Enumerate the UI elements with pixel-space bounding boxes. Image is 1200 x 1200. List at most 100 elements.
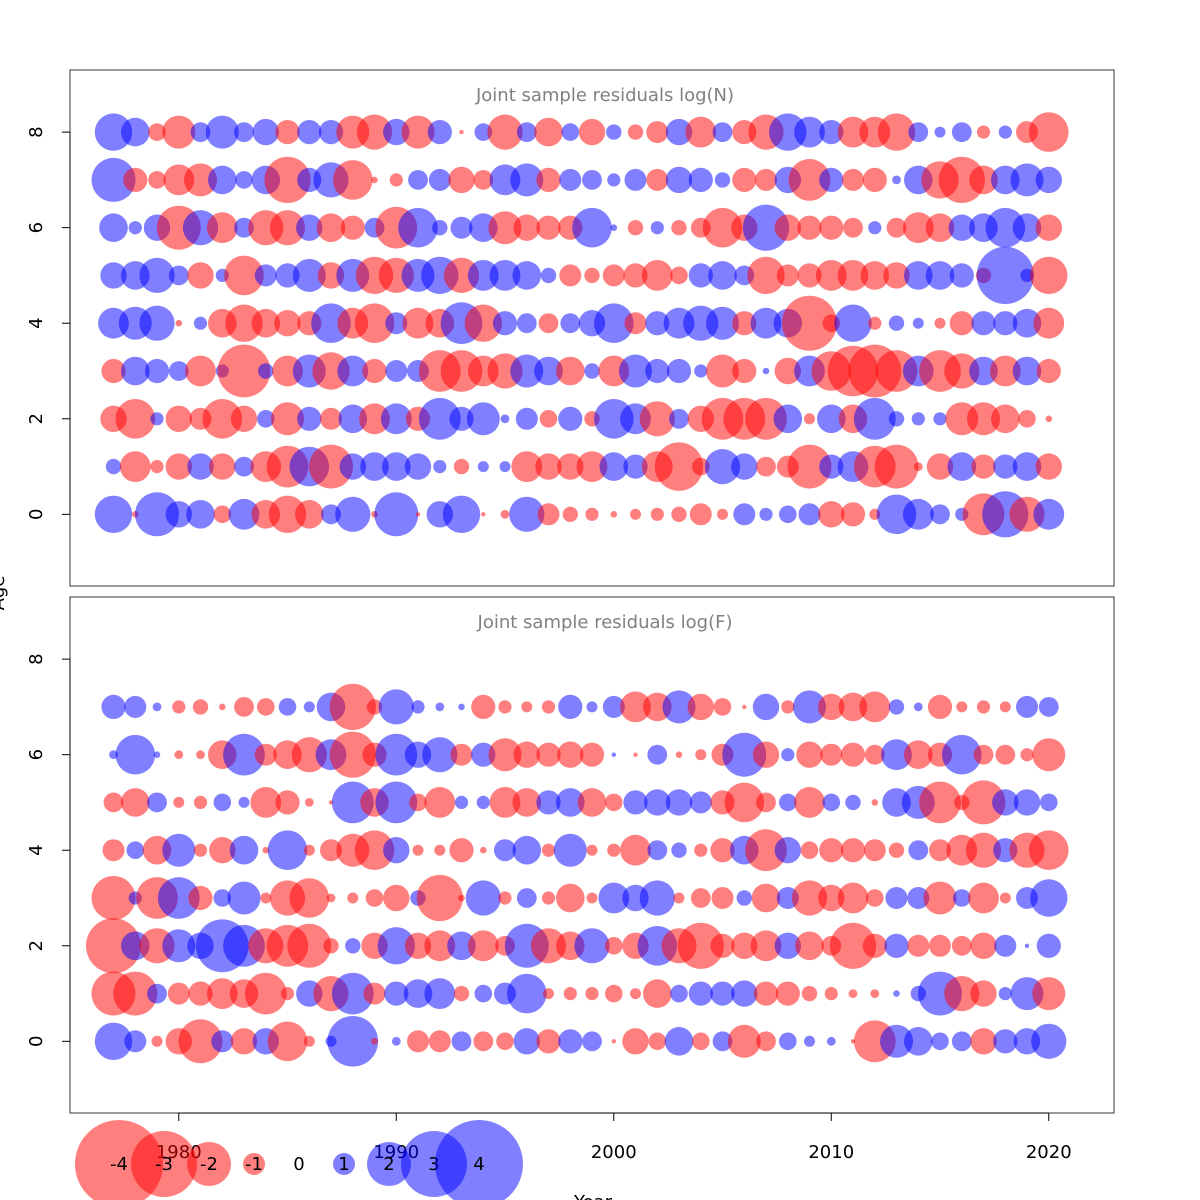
residual-bubble: [731, 980, 758, 1007]
residual-bubble: [238, 796, 250, 808]
residual-bubble: [213, 793, 232, 812]
y-tick-label: 6: [26, 749, 47, 760]
residual-bubble: [126, 841, 145, 859]
residual-bubble: [993, 1029, 1018, 1054]
residual-bubble: [119, 451, 151, 482]
residual-bubble: [645, 311, 670, 336]
residual-bubble: [510, 354, 544, 388]
residual-bubble: [489, 260, 521, 291]
residual-bubble: [102, 839, 125, 862]
residual-bubble: [471, 694, 496, 720]
residual-bubble: [354, 303, 395, 344]
residual-bubble: [303, 844, 315, 856]
residual-bubble: [458, 703, 465, 711]
residual-bubble: [316, 213, 346, 242]
residual-bubble: [1009, 496, 1045, 532]
legend-bubble: [333, 1153, 355, 1175]
bubble-layer: [86, 683, 1069, 1067]
residual-bubble: [186, 500, 215, 529]
residual-bubble: [365, 889, 384, 907]
panel-log-n: Joint sample residuals log(N) 0 2 4 6 8: [26, 69, 1115, 587]
residual-bubble: [702, 207, 743, 248]
residual-bubble: [144, 358, 170, 384]
residual-bubble: [391, 1036, 401, 1046]
residual-bubble: [970, 1028, 997, 1055]
residual-bubble: [339, 453, 366, 480]
residual-bubble: [685, 116, 717, 148]
residual-bubble: [271, 402, 304, 436]
residual-bubble: [558, 694, 583, 720]
residual-bubble: [320, 839, 342, 862]
residual-bubble: [769, 113, 807, 151]
residual-bubble: [377, 927, 415, 965]
residual-bubble: [654, 442, 704, 491]
residual-bubble: [211, 1030, 234, 1053]
residual-bubble: [275, 790, 300, 815]
residual-bubble: [840, 838, 866, 863]
residual-bubble: [607, 173, 621, 187]
residual-bubble: [646, 121, 669, 144]
residual-bubble: [147, 983, 167, 1004]
residual-bubble: [507, 973, 547, 1014]
residual-bubble: [630, 508, 641, 520]
residual-bubble: [779, 505, 797, 524]
residual-bubble: [458, 894, 465, 902]
residual-bubble: [819, 215, 844, 240]
residual-bubble: [331, 972, 374, 1015]
residual-bubble: [206, 212, 238, 244]
residual-bubble: [347, 892, 359, 904]
residual-bubble: [489, 787, 521, 818]
residual-bubble: [213, 889, 232, 907]
panel-title: Joint sample residuals log(F): [477, 612, 733, 633]
residual-bubble: [995, 744, 1016, 765]
x-tick-label: 2010: [808, 1142, 854, 1163]
residual-bubble: [973, 744, 994, 765]
residual-bubble: [375, 733, 418, 776]
residual-bubble: [536, 790, 561, 815]
residual-bubble: [135, 492, 179, 537]
residual-bubble: [1012, 308, 1042, 338]
residual-bubble: [985, 207, 1026, 248]
residual-bubble: [627, 220, 644, 236]
residual-bubble: [454, 795, 469, 810]
residual-bubble: [993, 454, 1018, 479]
residual-bubble: [209, 837, 236, 864]
residual-bubble: [779, 793, 797, 812]
legend-label: 3: [428, 1154, 439, 1175]
residual-bubble: [511, 451, 543, 482]
residual-bubble: [403, 979, 433, 1008]
residual-bubble: [398, 207, 438, 248]
residual-bubble: [101, 358, 126, 384]
residual-bubble: [675, 751, 683, 758]
residual-bubble: [944, 353, 980, 389]
residual-bubble: [318, 120, 344, 145]
residual-bubble: [476, 795, 490, 810]
residual-bubble: [227, 881, 261, 915]
residual-bubble: [153, 751, 161, 758]
residual-bubble: [989, 355, 1021, 387]
residual-bubble: [727, 1024, 761, 1058]
residual-bubble: [378, 689, 414, 725]
residual-bubble: [713, 698, 732, 716]
residual-bubble: [513, 741, 540, 768]
residual-bubble: [559, 168, 582, 191]
residual-bubble: [976, 246, 1034, 304]
residual-bubble: [1012, 452, 1042, 481]
residual-bubble: [147, 792, 167, 813]
residual-bubble: [94, 1022, 133, 1060]
residual-bubble: [942, 734, 982, 775]
residual-bubble: [275, 263, 300, 288]
residual-bubble: [630, 988, 641, 1000]
residual-bubble: [487, 114, 523, 150]
residual-bubble: [217, 344, 271, 398]
residual-bubble: [578, 118, 606, 146]
residual-bubble: [956, 701, 968, 713]
residual-bubble: [258, 363, 274, 379]
residual-bubble: [488, 738, 522, 772]
residual-bubble: [538, 313, 559, 334]
residual-bubble: [192, 699, 209, 715]
residual-bubble: [383, 884, 410, 912]
residual-bubble: [791, 880, 828, 916]
residual-bubble: [913, 462, 923, 471]
